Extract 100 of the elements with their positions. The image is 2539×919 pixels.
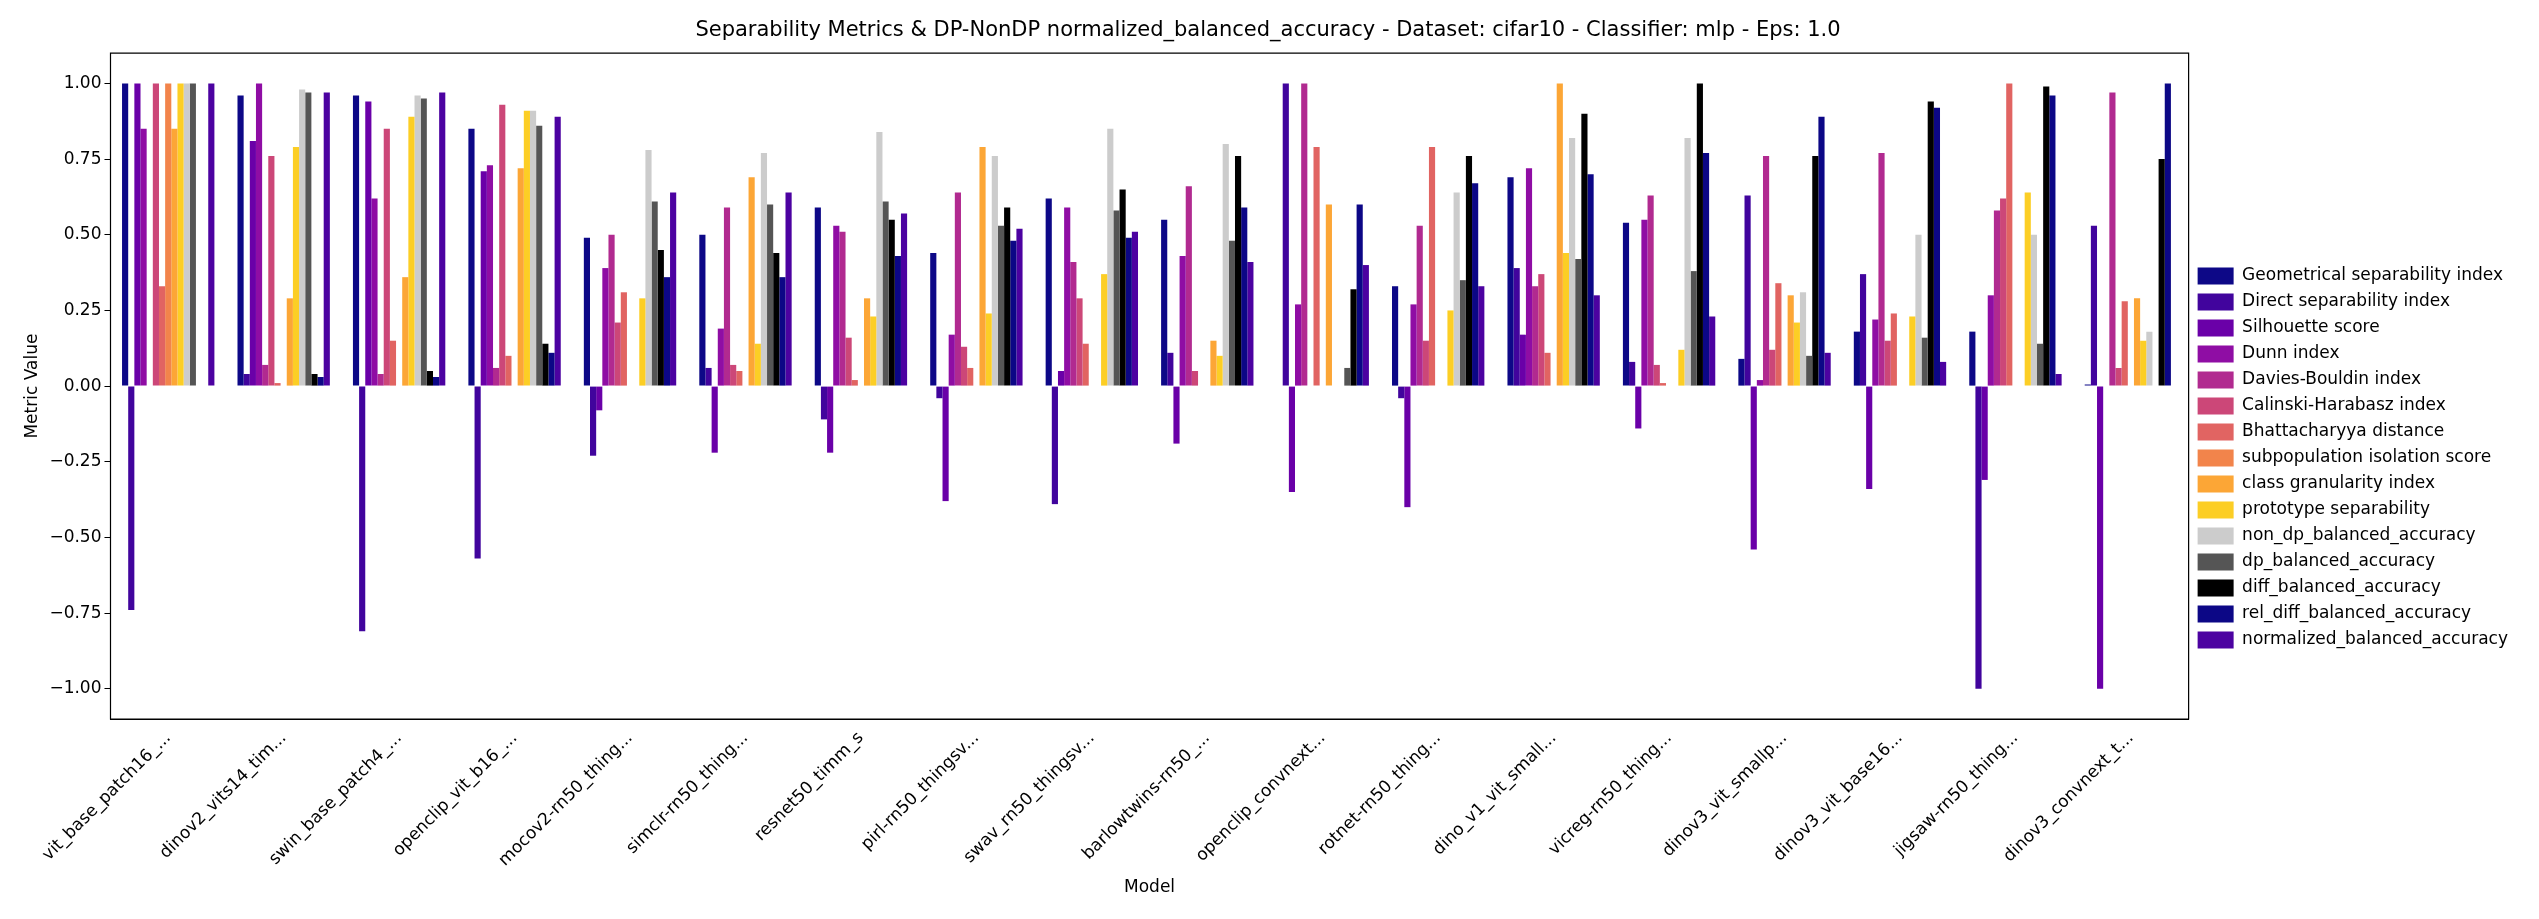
bar [1927, 101, 1934, 386]
bar [2006, 83, 2013, 386]
bar [930, 252, 937, 386]
bar [255, 83, 263, 386]
bar [1410, 304, 1417, 386]
bar [1301, 83, 1308, 386]
bar [189, 83, 196, 386]
bar [1538, 274, 1545, 386]
bar [1532, 286, 1539, 386]
bar [1702, 153, 1710, 386]
bar [2109, 92, 2116, 386]
bar [730, 364, 737, 386]
bar [2146, 331, 2153, 386]
legend-label: diff_balanced_accuracy [2242, 576, 2441, 598]
bar [1004, 207, 1011, 386]
bar [2158, 159, 2165, 386]
bar [1684, 137, 1691, 386]
bar [359, 386, 366, 632]
bar [614, 322, 621, 386]
bar [1447, 310, 1454, 386]
bar [2121, 301, 2128, 386]
bar [942, 386, 949, 502]
bar [554, 116, 561, 386]
bar [177, 83, 184, 386]
bar [1362, 265, 1369, 386]
bar [1350, 289, 1357, 386]
bar [2115, 367, 2122, 386]
bar [845, 337, 852, 386]
bar [1125, 237, 1132, 386]
bar [663, 277, 671, 386]
legend-label: normalized_balanced_accuracy [2242, 628, 2509, 650]
bar [517, 168, 524, 386]
bar [134, 83, 141, 386]
bar [900, 213, 908, 386]
bar [1234, 156, 1242, 386]
bar [717, 328, 724, 386]
bar [1398, 386, 1405, 399]
bar [1525, 168, 1533, 386]
legend-label: prototype separability [2242, 498, 2430, 519]
bar [1629, 361, 1636, 386]
y-tick-label: −1.00 [49, 677, 102, 698]
bar [882, 201, 889, 386]
bar [249, 140, 256, 386]
bar [183, 83, 190, 386]
bar [779, 277, 786, 386]
bar [2055, 374, 2062, 386]
bar [311, 374, 318, 386]
bar [833, 225, 840, 386]
bar [371, 198, 378, 386]
legend-label: rel_diff_balanced_accuracy [2242, 602, 2472, 624]
bar [158, 286, 166, 386]
bar [1416, 225, 1423, 386]
bar [1853, 331, 1860, 386]
bar [1344, 367, 1351, 386]
bar [262, 364, 269, 386]
bar [292, 147, 300, 386]
bar [1216, 355, 1223, 386]
bar [1161, 219, 1168, 386]
bar [1799, 292, 1807, 386]
bar [1082, 343, 1089, 386]
bar [493, 367, 500, 386]
bar [583, 237, 590, 386]
bar [645, 150, 652, 386]
bar [1569, 137, 1576, 386]
bar [1519, 334, 1526, 386]
bar [608, 234, 615, 386]
bar [1459, 280, 1466, 386]
bar [499, 104, 506, 386]
bar [122, 83, 129, 386]
bar [991, 156, 998, 386]
bar [439, 92, 446, 386]
bar [140, 128, 147, 386]
bar [1762, 156, 1770, 386]
bar [1709, 316, 1716, 386]
bar [408, 116, 415, 386]
bar [523, 110, 530, 386]
bar [2164, 83, 2171, 386]
bar [317, 377, 324, 386]
bar [1587, 174, 1594, 386]
bar [299, 89, 306, 386]
bar [1635, 386, 1642, 429]
bar [827, 386, 834, 453]
bar [670, 192, 677, 386]
y-tick-label: 0.75 [63, 147, 102, 168]
bar [1478, 286, 1485, 386]
bar [1076, 298, 1083, 386]
bar [1738, 358, 1745, 386]
bar [785, 192, 792, 386]
bar [1878, 153, 1885, 386]
y-tick-label: −0.25 [49, 450, 102, 471]
bar [480, 171, 487, 386]
bar [1010, 240, 1017, 386]
bar [365, 101, 372, 386]
bar [1775, 283, 1782, 386]
bar [888, 219, 895, 386]
bar [820, 386, 828, 420]
bar [1653, 364, 1660, 386]
bar [851, 380, 858, 386]
bar [1622, 222, 1630, 386]
bar [171, 128, 178, 386]
